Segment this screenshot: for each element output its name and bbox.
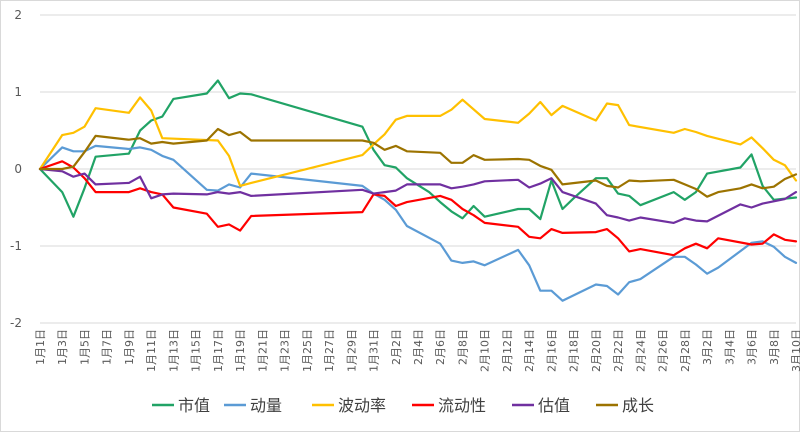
y-axis-ticks: 2 1 0 -1 -2 — [10, 8, 22, 330]
legend-label: 波动率 — [338, 396, 386, 415]
x-tick-label: 2月20日 — [590, 329, 603, 372]
x-tick-label: 2月16日 — [545, 329, 558, 372]
series-lines — [38, 79, 798, 302]
series-line-流动性 — [38, 160, 798, 257]
legend-label: 动量 — [250, 396, 282, 415]
x-tick-label: 2月18日 — [568, 329, 581, 372]
x-tick-label: 3月10日 — [790, 329, 800, 372]
y-tick-label: 0 — [14, 162, 22, 176]
x-tick-label: 2月8日 — [456, 329, 469, 365]
x-tick-label: 1月23日 — [279, 329, 292, 372]
x-tick-label: 2月10日 — [479, 329, 492, 372]
x-tick-label: 2月24日 — [634, 329, 647, 372]
legend-item: 成长 — [596, 396, 654, 415]
legend-item: 估值 — [512, 396, 570, 415]
x-tick-label: 2月26日 — [657, 329, 670, 372]
x-axis-ticks: 1月1日 1月3日 1月5日 1月7日 1月9日 1月11日 1月13日 1月15日 1月17日… — [34, 329, 800, 372]
x-tick-label: 1月25日 — [301, 329, 314, 372]
legend-item: 市值 — [152, 396, 210, 415]
x-tick-label: 3月8日 — [768, 329, 781, 365]
x-tick-label: 1月29日 — [345, 329, 358, 372]
x-tick-label: 1月9日 — [123, 329, 136, 365]
gridlines — [40, 14, 796, 324]
x-tick-label: 1月3日 — [56, 329, 69, 365]
x-tick-label: 2月12日 — [501, 329, 514, 372]
series-line-市值 — [38, 79, 798, 221]
x-tick-label: 1月11日 — [145, 329, 158, 372]
legend-label: 成长 — [622, 396, 654, 415]
y-tick-label: -1 — [10, 239, 22, 253]
x-tick-label: 1月31日 — [368, 329, 381, 372]
series-line-动量 — [38, 144, 798, 302]
y-tick-label: -2 — [10, 316, 22, 330]
x-tick-label: 2月22日 — [612, 329, 625, 372]
x-tick-label: 3月6日 — [746, 329, 759, 365]
x-tick-label: 3月4日 — [723, 329, 736, 365]
y-tick-label: 2 — [14, 8, 22, 22]
x-tick-label: 2月6日 — [434, 329, 447, 365]
x-tick-label: 1月7日 — [101, 329, 114, 365]
x-tick-label: 2月4日 — [412, 329, 425, 365]
x-tick-label: 1月27日 — [323, 329, 336, 372]
legend-label: 市值 — [178, 396, 210, 415]
x-tick-label: 1月5日 — [78, 329, 91, 365]
legend-item: 流动性 — [412, 396, 486, 415]
x-tick-label: 1月21日 — [256, 329, 269, 372]
legend-item: 动量 — [224, 396, 282, 415]
legend-label: 流动性 — [438, 396, 486, 415]
x-tick-label: 3月2日 — [701, 329, 714, 365]
x-tick-label: 1月17日 — [212, 329, 225, 372]
x-tick-label: 1月19日 — [234, 329, 247, 372]
x-tick-label: 2月2日 — [390, 329, 403, 365]
x-tick-label: 2月28日 — [679, 329, 692, 372]
series-line-估值 — [38, 167, 798, 224]
legend-item: 波动率 — [312, 396, 386, 415]
series-line-波动率 — [38, 96, 798, 187]
legend-label: 估值 — [538, 396, 570, 415]
x-tick-label: 1月13日 — [167, 329, 180, 372]
x-tick-label: 2月14日 — [523, 329, 536, 372]
y-tick-label: 1 — [14, 85, 22, 99]
x-tick-label: 1月1日 — [34, 329, 47, 365]
series-line-成长 — [38, 127, 798, 198]
x-tick-label: 1月15日 — [190, 329, 203, 372]
legend: 市值 动量 波动率 流动性 估值 成长 — [152, 396, 654, 415]
